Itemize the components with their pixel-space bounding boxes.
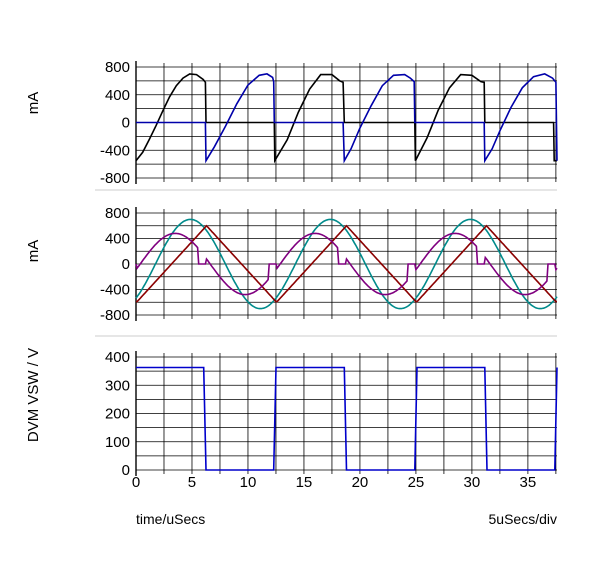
bottom-y-axis-label: DVM VSW / V	[25, 348, 42, 442]
middle-y-axis-label: mA	[25, 240, 42, 263]
series-line-1	[136, 366, 558, 471]
time-scale-label: 5uSecs/div	[489, 511, 557, 527]
x-tick-label: 10	[240, 474, 257, 491]
y-tick-label: -400	[100, 142, 130, 159]
y-tick-label: 400	[105, 231, 130, 248]
series-line-2	[136, 73, 558, 164]
x-tick-label: 0	[132, 474, 140, 491]
x-tick-label: 20	[352, 474, 369, 491]
middle-panel: -800 -400 0 400 800	[95, 205, 558, 337]
y-tick-label: 800	[105, 59, 130, 76]
x-tick-label: 30	[464, 474, 481, 491]
y-tick-label: 0	[122, 256, 130, 273]
x-tick-label: 25	[408, 474, 425, 491]
y-tick-label: 0	[122, 115, 130, 132]
y-tick-label: 400	[105, 349, 130, 366]
y-tick-label: -400	[100, 282, 130, 299]
x-tick-label: 15	[296, 474, 313, 491]
y-tick-label: -800	[100, 307, 130, 324]
y-tick-label: 400	[105, 87, 130, 104]
y-tick-label: -800	[100, 170, 130, 187]
top-y-axis-label: mA	[25, 92, 42, 115]
x-tick-label: 35	[520, 474, 537, 491]
bottom-panel: 0 100 200 300 400 0 5 10 15 20 25 30 35	[105, 349, 558, 491]
series-line-2	[136, 224, 557, 303]
y-tick-label: 800	[105, 205, 130, 222]
series-line-1	[135, 218, 558, 310]
series-line-1	[135, 73, 557, 164]
x-axis-label: time/uSecs	[136, 511, 205, 527]
series-line-3	[135, 232, 558, 296]
x-tick-label: 5	[188, 474, 196, 491]
y-tick-label: 200	[105, 406, 130, 423]
top-panel: -800 -400 0 400 800	[95, 59, 558, 191]
y-tick-label: 0	[122, 462, 130, 479]
y-tick-label: 100	[105, 434, 130, 451]
y-tick-label: 300	[105, 377, 130, 394]
